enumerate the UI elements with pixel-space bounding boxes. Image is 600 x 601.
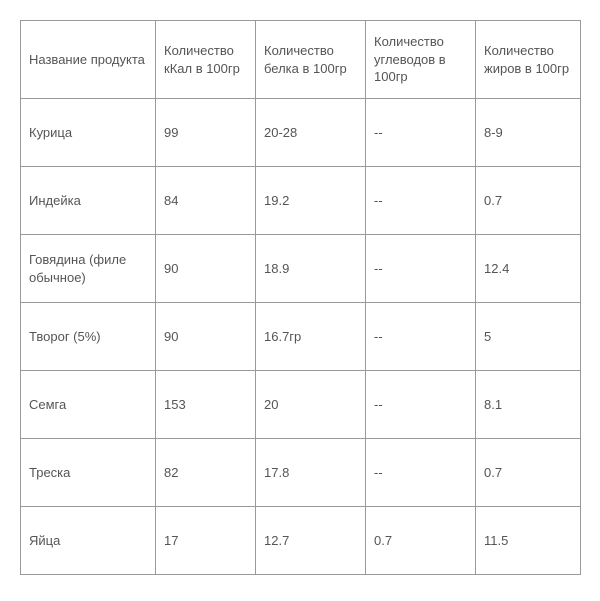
cell-kcal: 90: [156, 303, 256, 371]
cell-protein: 17.8: [256, 439, 366, 507]
table-row: Семга 153 20 -- 8.1: [21, 371, 581, 439]
cell-protein: 19.2: [256, 167, 366, 235]
cell-fat: 0.7: [476, 167, 581, 235]
col-header-protein: Количество белка в 100гр: [256, 21, 366, 99]
cell-protein: 12.7: [256, 507, 366, 575]
nutrition-table: Название продукта Количество кКал в 100г…: [20, 20, 581, 575]
cell-protein: 18.9: [256, 235, 366, 303]
cell-protein: 20: [256, 371, 366, 439]
cell-product: Треска: [21, 439, 156, 507]
col-header-fat: Количество жиров в 100гр: [476, 21, 581, 99]
cell-carbs: --: [366, 371, 476, 439]
cell-product: Курица: [21, 99, 156, 167]
cell-fat: 8-9: [476, 99, 581, 167]
cell-protein: 20-28: [256, 99, 366, 167]
cell-kcal: 82: [156, 439, 256, 507]
cell-carbs: --: [366, 439, 476, 507]
cell-product: Семга: [21, 371, 156, 439]
cell-fat: 11.5: [476, 507, 581, 575]
cell-fat: 5: [476, 303, 581, 371]
table-row: Треска 82 17.8 -- 0.7: [21, 439, 581, 507]
col-header-kcal: Количество кКал в 100гр: [156, 21, 256, 99]
col-header-product: Название продукта: [21, 21, 156, 99]
cell-product: Индейка: [21, 167, 156, 235]
cell-carbs: --: [366, 235, 476, 303]
cell-protein: 16.7гр: [256, 303, 366, 371]
col-header-carbs: Количество углеводов в 100гр: [366, 21, 476, 99]
cell-product: Говядина (филе обычное): [21, 235, 156, 303]
table-row: Говядина (филе обычное) 90 18.9 -- 12.4: [21, 235, 581, 303]
table-row: Индейка 84 19.2 -- 0.7: [21, 167, 581, 235]
cell-product: Яйца: [21, 507, 156, 575]
cell-carbs: 0.7: [366, 507, 476, 575]
table-row: Творог (5%) 90 16.7гр -- 5: [21, 303, 581, 371]
cell-fat: 0.7: [476, 439, 581, 507]
cell-carbs: --: [366, 99, 476, 167]
cell-fat: 12.4: [476, 235, 581, 303]
cell-kcal: 90: [156, 235, 256, 303]
table-row: Курица 99 20-28 -- 8-9: [21, 99, 581, 167]
cell-kcal: 84: [156, 167, 256, 235]
cell-kcal: 153: [156, 371, 256, 439]
cell-fat: 8.1: [476, 371, 581, 439]
cell-kcal: 17: [156, 507, 256, 575]
cell-carbs: --: [366, 303, 476, 371]
table-row: Яйца 17 12.7 0.7 11.5: [21, 507, 581, 575]
table-header-row: Название продукта Количество кКал в 100г…: [21, 21, 581, 99]
cell-carbs: --: [366, 167, 476, 235]
cell-kcal: 99: [156, 99, 256, 167]
cell-product: Творог (5%): [21, 303, 156, 371]
